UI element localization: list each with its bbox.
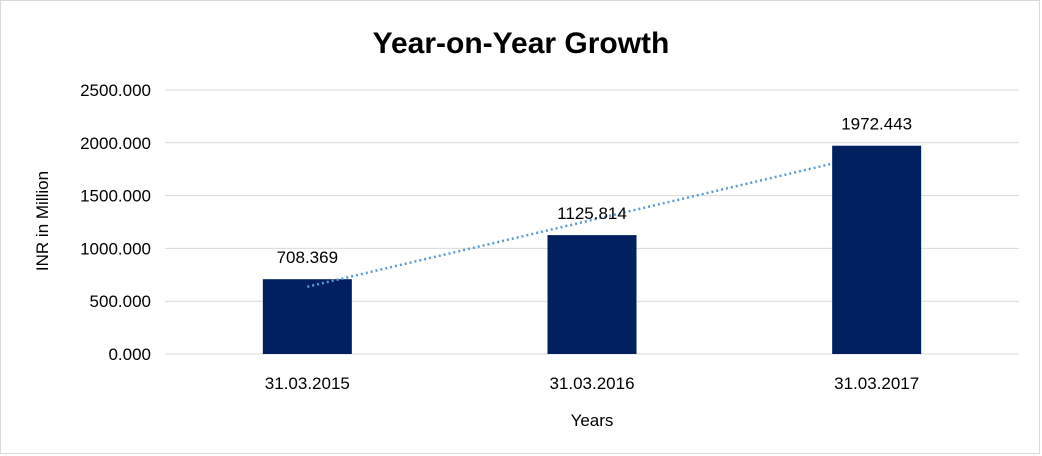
y-tick-label: 1000.000 [80,239,151,258]
data-labels: 708.369 1125.814 1972.443 [277,115,913,267]
bar [832,145,922,354]
x-axis-ticks: 31.03.2015 31.03.2016 31.03.2017 [265,374,919,393]
y-tick-label: 2000.000 [80,134,151,153]
chart-title: Year-on-Year Growth [373,27,670,60]
y-tick-label: 500.000 [90,292,151,311]
x-axis-title: Years [571,411,614,430]
y-tick-label: 2500.000 [80,81,151,100]
bar [547,235,637,354]
x-tick-label: 31.03.2015 [265,374,350,393]
bars [262,145,922,354]
y-axis-ticks: 0.000 500.000 1000.000 1500.000 2000.000 2500… [80,81,151,364]
data-label: 1972.443 [841,115,912,134]
y-axis-title: INR in Million [33,171,52,271]
x-tick-label: 31.03.2017 [834,374,919,393]
y-tick-label: 0.000 [108,345,151,364]
x-tick-label: 31.03.2016 [549,374,634,393]
y-tick-label: 1500.000 [80,187,151,206]
data-label: 708.369 [277,248,338,267]
bar [262,279,352,354]
data-label: 1125.814 [557,204,627,223]
